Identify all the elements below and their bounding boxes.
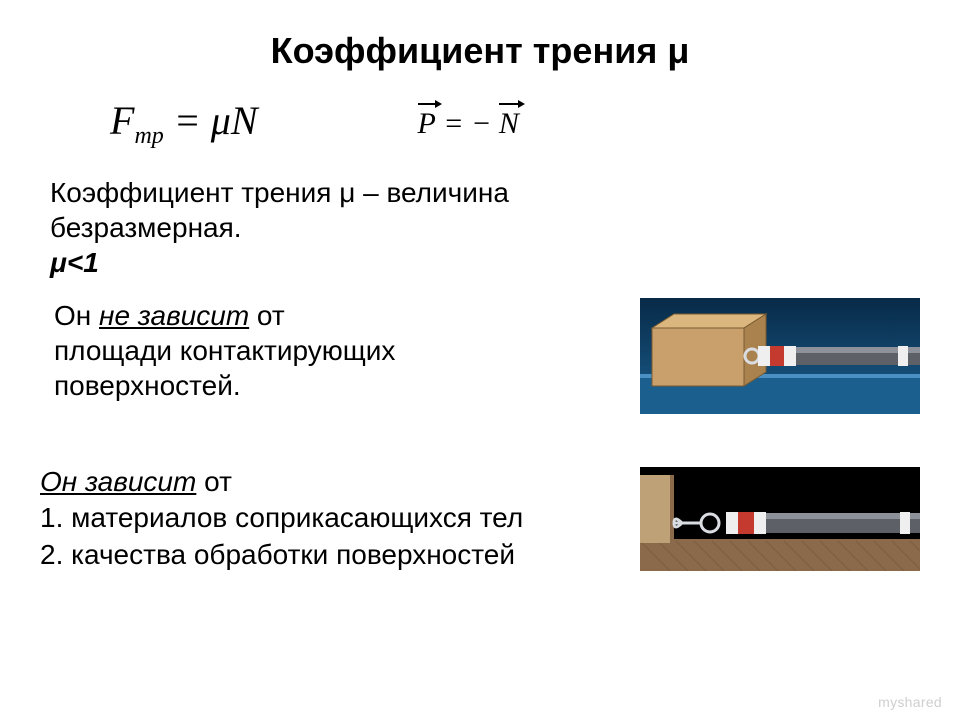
formula-F: F (110, 98, 134, 143)
para2-line3: поверхностей. (54, 370, 241, 401)
formula-friction: Fтр = μN (110, 97, 258, 150)
formula-sub: тр (134, 123, 163, 149)
vec-eq: = − (436, 107, 499, 140)
paragraph-independent: Он не зависит от площади контактирующих … (54, 298, 395, 403)
illustration-box-on-surface (640, 298, 920, 414)
para2-underline: не зависит (99, 300, 249, 331)
para3-post: от (196, 466, 232, 497)
para2-pre: Он (54, 300, 99, 331)
formula-rhs: = μN (164, 98, 258, 143)
para2-post: от (249, 300, 285, 331)
watermark: myshared (878, 694, 942, 710)
illustration-rod-on-ground (640, 467, 920, 571)
vec-N: N (499, 107, 519, 141)
paragraph-definition: Коэффициент трения μ – величина безразме… (50, 175, 920, 280)
para3-item2: 2. качества обработки поверхностей (40, 539, 515, 570)
paragraph-depends: Он зависит от 1. материалов соприкасающи… (40, 464, 523, 573)
para3-item1: 1. материалов соприкасающихся тел (40, 502, 523, 533)
para1-mu-lt-1: μ<1 (50, 247, 99, 278)
para1-line1: Коэффициент трения μ – величина (50, 177, 509, 208)
vec-P: P (418, 107, 436, 141)
formula-row: Fтр = μN P = − N (110, 97, 920, 150)
para3-underline: Он зависит (40, 466, 196, 497)
slide-title: Коэффициент трения μ (40, 30, 920, 72)
para2-line2: площади контактирующих (54, 335, 395, 366)
formula-vector: P = − N (418, 107, 519, 141)
para1-line2: безразмерная. (50, 212, 242, 243)
